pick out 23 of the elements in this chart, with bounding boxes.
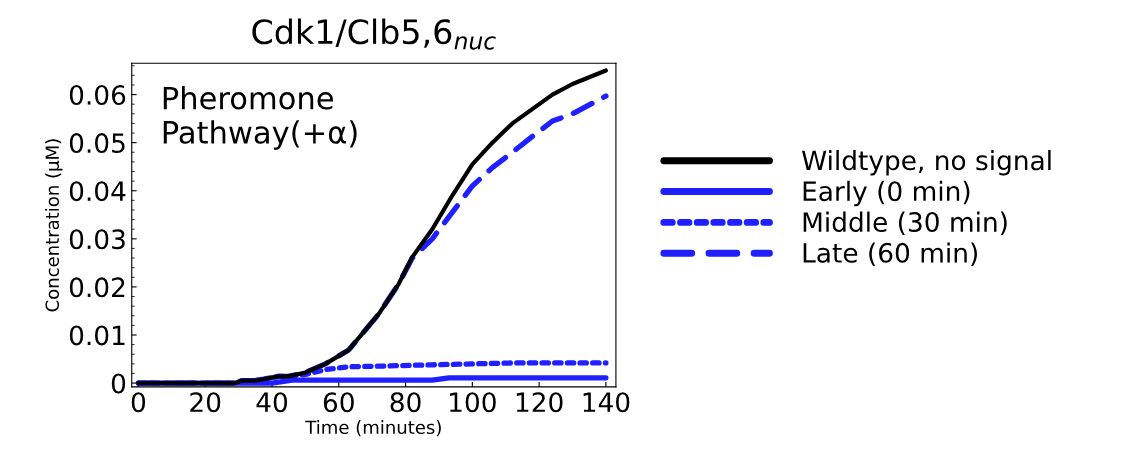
y-tick-label: 0.06 [69, 85, 126, 105]
y-tick-label: 0.03 [69, 229, 125, 250]
x-tick-label: 0 [131, 392, 146, 413]
x-tick-label: 100 [450, 392, 496, 413]
annotation: Pheromone Pathway(+α) [163, 85, 357, 150]
x-tick-label: 140 [583, 392, 630, 413]
x-tick-label: 20 [190, 392, 221, 413]
x-tick-label: 60 [323, 392, 354, 413]
x-tick-label: 40 [256, 392, 288, 413]
y-tick-label: 0.05 [69, 133, 125, 154]
x-tick-label: 120 [516, 392, 563, 413]
chart-title: Cdk1/Clb5,6$_{nuc}$ [252, 18, 496, 50]
y-tick-label: 0.02 [69, 277, 125, 298]
y-tick-label: 0.04 [69, 181, 126, 202]
y-tick-label: 0 [111, 373, 126, 394]
legend-label: Late (60 min) [803, 242, 977, 266]
legend-label: Early (0 min) [803, 180, 970, 207]
legend-label: Middle (30 min) [803, 211, 1007, 236]
x-axis-title: Time (minutes) [305, 420, 441, 437]
y-axis-title: Concentration (µM) [45, 139, 63, 312]
legend-label: Wildtype, no signal [801, 149, 1051, 176]
y-tick-label: 0.01 [69, 325, 125, 346]
x-tick-label: 80 [390, 392, 421, 413]
